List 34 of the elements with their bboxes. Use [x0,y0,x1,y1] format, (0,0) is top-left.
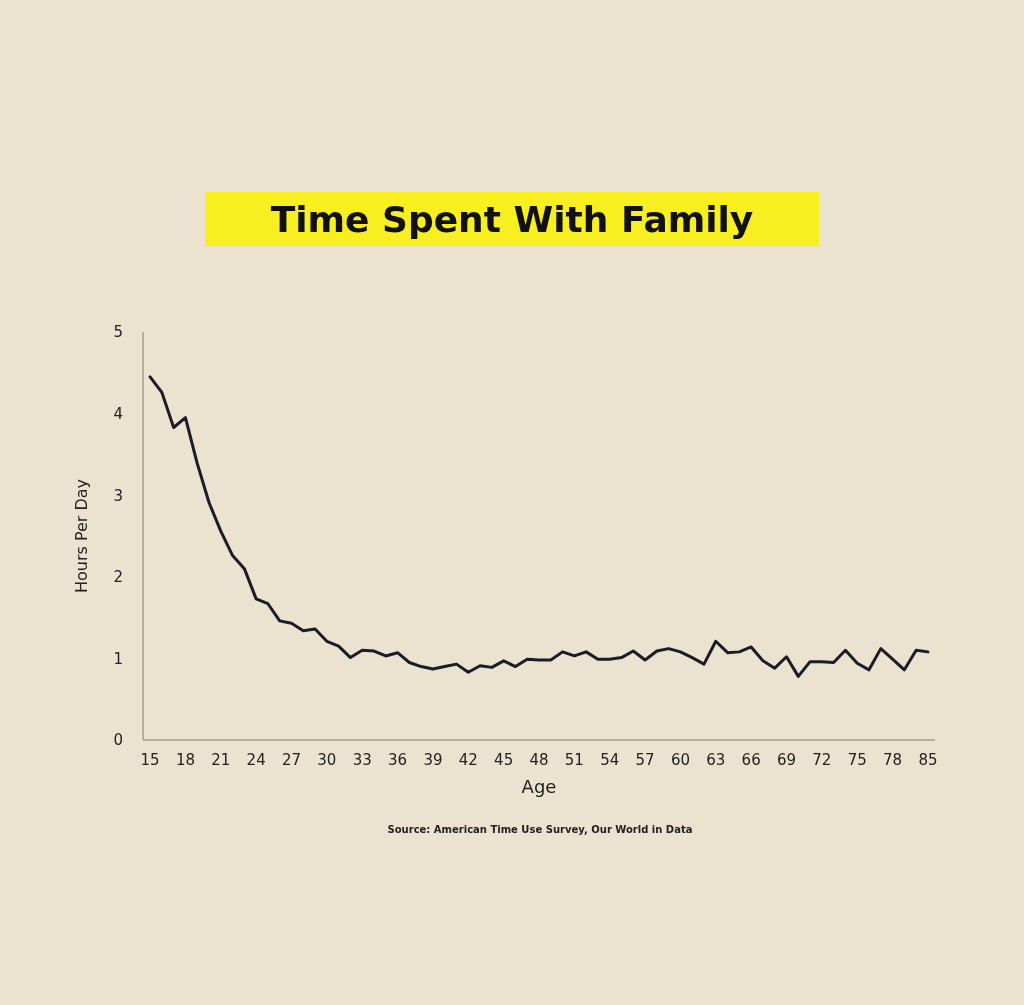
x-tick-label: 75 [847,750,867,769]
x-axis-title: Age [521,775,557,797]
y-tick-label: 1 [113,649,123,668]
x-tick-label: 36 [388,750,408,769]
x-tick-label: 27 [281,750,302,769]
y-tick-label: 0 [113,731,123,750]
x-tick-label: 54 [600,750,620,769]
x-tick-label: 78 [883,750,903,769]
y-tick-label: 3 [113,486,123,505]
x-tick-label: 39 [423,750,443,769]
y-tick-label: 5 [113,323,123,342]
x-tick-label: 60 [670,750,690,769]
y-tick-label: 2 [113,568,123,587]
x-tick-label: 85 [918,750,938,769]
x-tick-label: 72 [812,750,832,769]
x-tick-label: 33 [352,750,372,769]
x-tick-label: 63 [706,750,726,769]
x-tick-label: 66 [741,750,761,769]
x-tick-label: 45 [494,750,514,769]
x-tick-label: 51 [564,750,584,769]
x-tick-label: 57 [635,750,655,769]
x-tick-label: 48 [529,750,549,769]
x-tick-label: 69 [776,750,797,769]
y-tick-label: 4 [113,404,123,423]
x-tick-label: 30 [317,750,337,769]
source-note: Source: American Time Use Survey, Our World in Data [386,824,694,835]
y-axis-title: Hours Per Day [71,478,91,594]
x-tick-label: 24 [246,750,266,769]
x-tick-label: 21 [211,750,231,769]
x-tick-label: 18 [175,750,195,769]
x-tick-label: 42 [458,750,478,769]
line-series [148,375,930,678]
x-tick-label: 15 [140,750,160,769]
chart-title: Time Spent With Family [205,192,819,246]
